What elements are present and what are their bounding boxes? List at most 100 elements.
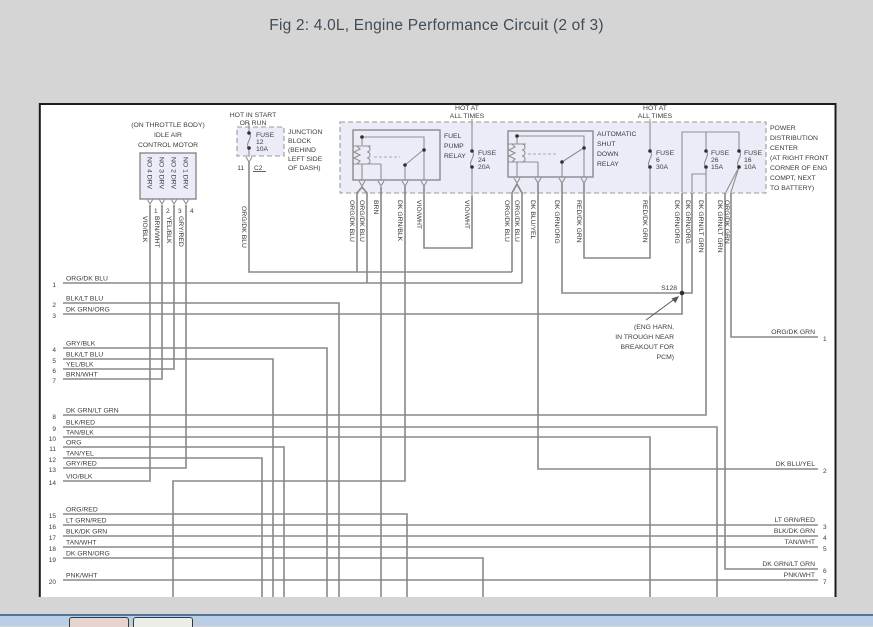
- pdc-note2: DISTRIBUTION: [770, 135, 818, 142]
- left-pin-18: 18: [49, 546, 57, 553]
- junction-note-line1: JUNCTION: [288, 129, 322, 136]
- right-pin-6: 6: [823, 568, 827, 575]
- fuse-24-symbol: [470, 149, 474, 169]
- iac-channel-4: NO 4 DRV: [146, 157, 153, 189]
- iac-channel-2: NO 2 DRV: [170, 157, 177, 189]
- pdc-note5: CORNER OF ENG: [770, 165, 827, 172]
- junction-note-line2: BLOCK: [288, 138, 312, 145]
- pdc-note3: CENTER: [770, 145, 798, 152]
- iac-channel-3: NO 3 DRV: [158, 157, 165, 189]
- asd-relay-symbol: [507, 130, 594, 185]
- taskbar-button-1[interactable]: [69, 617, 129, 627]
- taskbar-button-2[interactable]: [133, 617, 193, 627]
- asd-wire-3: DK BLU/YEL: [529, 200, 536, 240]
- asd-wire-2: ORG/DK BLU: [513, 200, 520, 242]
- left-label-10: TAN/BLK: [66, 430, 94, 437]
- fuse-16-symbol: [737, 149, 741, 169]
- junction-hot-line2: OR RUN: [240, 120, 267, 127]
- left-label-6: YEL/BLK: [66, 362, 94, 369]
- left-pin-8: 8: [52, 414, 56, 421]
- left-label-11: ORG: [66, 440, 81, 447]
- left-pin-13: 13: [49, 467, 57, 474]
- iac-pin-4: 4: [190, 208, 194, 215]
- pdc-wire-1: DK GRN/ORG: [673, 200, 680, 244]
- wire-row6: [63, 205, 175, 370]
- fp-wire-3: BRN: [372, 200, 379, 214]
- junction-note-line5: OF DASH): [288, 165, 320, 172]
- right-label-2: DK BLU/YEL: [776, 461, 816, 468]
- fuse12-line2: 12: [256, 139, 264, 146]
- pdc-labels: POWER DISTRIBUTION CENTER (AT RIGHT FRON…: [673, 125, 829, 253]
- asd-name1: AUTOMATIC: [597, 131, 636, 138]
- fuse24-line3: 20A: [478, 164, 491, 171]
- wire-row9: [63, 426, 718, 597]
- fuel-pump-relay-labels: FUEL PUMP RELAY ORG/DK BLU ORG/DK BLU BR…: [348, 133, 466, 242]
- fuse24-line1: FUSE: [478, 150, 497, 157]
- fp-relay-name1: FUEL: [444, 133, 462, 140]
- taskbar: [0, 614, 873, 627]
- left-pin-19: 19: [49, 557, 57, 564]
- splice-note1: (ENG HARN,: [634, 324, 674, 331]
- wire-asd-coil-to-splice: [561, 183, 693, 294]
- left-pin-4: 4: [52, 347, 56, 354]
- right-label-3: LT GRN/RED: [774, 517, 815, 524]
- left-pin-10: 10: [49, 436, 57, 443]
- iac-pin-2: 2: [166, 208, 170, 215]
- left-label-3: DK GRN/ORG: [66, 307, 110, 314]
- pdc-wire-3: DK GRN/LT GRN: [697, 200, 704, 253]
- right-label-5: TAN/WHT: [785, 539, 815, 546]
- right-pin-4: 4: [823, 535, 827, 542]
- left-label-5: BLK/LT BLU: [66, 352, 103, 359]
- left-label-4: GRY/BLK: [66, 341, 96, 348]
- fuse24-hot1: HOT AT: [455, 105, 479, 112]
- left-label-7: BRN/WHT: [66, 372, 98, 379]
- right-connector-rows: ORG/DK GRN 1 DK BLU/YEL 2 LT GRN/RED 3 BLK/…: [762, 329, 827, 586]
- fuse24-wire-label: VIO/WHT: [463, 200, 470, 229]
- junction-note-line4: LEFT SIDE: [288, 156, 323, 163]
- asd-wire-4: DK GRN/ORG: [553, 200, 560, 244]
- fp-wire-2: ORG/DK BLU: [358, 200, 365, 242]
- left-connector-rows: 1 ORG/DK BLU 2 BLK/LT BLU 3 DK GRN/ORG 4 GRY…: [49, 276, 119, 587]
- left-pin-1: 1: [52, 282, 56, 289]
- left-pin-3: 3: [52, 313, 56, 320]
- fuse24-line2: 24: [478, 157, 486, 164]
- wire-row5: [63, 358, 274, 597]
- fuse16-line1: FUSE: [744, 150, 763, 157]
- wire-row7: [63, 205, 163, 380]
- left-label-13: GRY/RED: [66, 461, 97, 468]
- left-label-17: BLK/DK GRN: [66, 529, 107, 536]
- fuse26-line1: FUSE: [711, 150, 730, 157]
- fuse24-hot2: ALL TIMES: [450, 113, 485, 120]
- left-label-1: ORG/DK BLU: [66, 276, 108, 283]
- wire-row12: [63, 457, 263, 597]
- iac-title-line1: (ON THROTTLE BODY): [131, 122, 205, 129]
- fuse26-line3: 15A: [711, 164, 724, 171]
- wire-right-row6: [724, 193, 818, 570]
- wire-row2: [63, 302, 340, 597]
- fuse6-line1: FUSE: [656, 150, 675, 157]
- left-pin-20: 20: [49, 579, 57, 586]
- wire-row13: [63, 205, 187, 469]
- right-pin-7: 7: [823, 579, 827, 586]
- splice-s128: [645, 290, 685, 321]
- iac-channel-1: NO 1 DRV: [182, 157, 189, 189]
- fuse6-line3: 30A: [656, 164, 669, 171]
- fuse-12-symbol: [245, 123, 253, 164]
- left-label-18: TAN/WHT: [66, 540, 96, 547]
- splice-note4: PCM): [657, 354, 674, 361]
- asd-name4: RELAY: [597, 161, 619, 168]
- left-label-15: ORG/RED: [66, 507, 98, 514]
- fuse12-line1: FUSE: [256, 132, 275, 139]
- iac-wire-1: VIO/BLK: [141, 216, 148, 243]
- pdc-note7: TO BATTERY): [770, 185, 814, 192]
- left-pin-17: 17: [49, 535, 57, 542]
- fuse6-labels: HOT AT ALL TIMES FUSE 6 30A RED/DK GRN: [638, 105, 675, 243]
- left-pin-14: 14: [49, 480, 57, 487]
- left-label-14: VIO/BLK: [66, 474, 93, 481]
- wire-row10: [63, 436, 651, 597]
- fp-wire-4: DK GRN/BLK: [396, 200, 403, 242]
- pdc-wire-4: DK GRN/LT GRN: [716, 200, 723, 253]
- fuse24-labels: HOT AT ALL TIMES FUSE 24 20A VIO/WHT: [450, 105, 497, 229]
- right-pin-2: 2: [823, 468, 827, 475]
